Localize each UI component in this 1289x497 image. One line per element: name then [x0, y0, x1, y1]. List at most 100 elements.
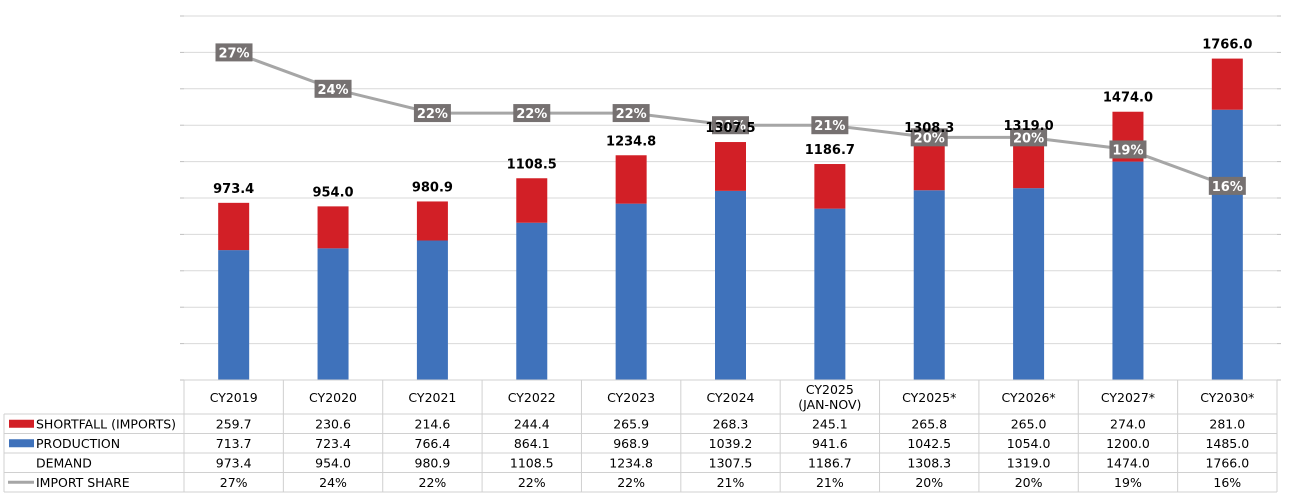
table-cell: 230.6 — [315, 416, 351, 431]
table-row-label: SHORTFALL (IMPORTS) — [36, 416, 176, 431]
demand-total-label: 1308.3 — [904, 121, 954, 136]
import-share-label: 21% — [715, 119, 746, 134]
shortfall-bar — [1013, 139, 1045, 189]
category-label: CY2030* — [1200, 390, 1254, 405]
table-cell: 22% — [419, 475, 447, 490]
import-share-label-box — [712, 116, 749, 135]
table-cell: 274.0 — [1110, 416, 1146, 431]
table-cell: 1474.0 — [1106, 455, 1150, 470]
total-label-layer: 973.4 954.0 980.9 1108.5 1234.8 1307.5 1186.7 1… — [213, 38, 1252, 201]
demand-total-label: 1474.0 — [1103, 91, 1153, 106]
table-cell: 281.0 — [1209, 416, 1245, 431]
demand-total-label: 980.9 — [412, 180, 453, 195]
import-share-label: 19% — [1112, 143, 1143, 158]
legend-swatch — [9, 419, 34, 428]
shortfall-bar — [913, 141, 945, 191]
category-label: CY2019 — [210, 390, 258, 405]
import-share-label-box — [910, 128, 948, 147]
table-cell: 259.7 — [216, 416, 252, 431]
category-label: CY2024 — [707, 390, 755, 405]
import-share-label: 22% — [516, 107, 547, 122]
table-cell: 941.6 — [812, 436, 848, 451]
import-share-label-box — [1010, 128, 1048, 147]
table-cell: 1485.0 — [1205, 436, 1249, 451]
category-label: CY2026* — [1001, 390, 1055, 405]
category-label: CY2023 — [607, 390, 655, 405]
table-cell: 21% — [717, 475, 745, 490]
table-cell: 723.4 — [315, 436, 351, 451]
table-cell: 1039.2 — [709, 436, 753, 451]
production-bar — [715, 190, 746, 380]
import-share-label-box — [314, 79, 352, 98]
production-bar — [1013, 188, 1045, 380]
demand-total-label: 1234.8 — [606, 134, 656, 149]
import-share-label: 27% — [218, 46, 249, 61]
table-cell: 1766.0 — [1205, 455, 1249, 470]
table-cell: 713.7 — [216, 436, 252, 451]
table-cell: 22% — [518, 475, 546, 490]
import-share-label: 16% — [1212, 180, 1243, 195]
import-share-label-box — [413, 104, 451, 123]
import-share-label: 20% — [914, 131, 945, 146]
table-cell: 245.1 — [812, 416, 848, 431]
table-row-label: PRODUCTION — [36, 436, 120, 451]
import-share-label-box — [612, 104, 650, 123]
category-label: (JAN-NOV) — [798, 397, 861, 412]
table-cell: 1308.3 — [907, 455, 951, 470]
demand-total-label: 973.4 — [213, 182, 254, 197]
demand-total-label: 1319.0 — [1004, 119, 1054, 134]
import-share-label-box — [811, 116, 849, 135]
production-bar — [1112, 161, 1144, 380]
demand-total-label: 954.0 — [312, 185, 353, 200]
production-bar — [913, 190, 945, 380]
table-cell: 27% — [220, 475, 248, 490]
table-cell: 22% — [617, 475, 645, 490]
table-cell: 1186.7 — [808, 455, 852, 470]
table-cell: 20% — [1015, 475, 1043, 490]
demand-total-label: 1307.5 — [705, 121, 755, 136]
import-share-label: 22% — [417, 107, 448, 122]
shortfall-bar — [218, 202, 250, 251]
bar-layer — [218, 58, 1243, 380]
production-bar — [1211, 109, 1243, 380]
table-cell: 954.0 — [315, 455, 351, 470]
category-label: CY2022 — [508, 390, 556, 405]
table-cell: 19% — [1114, 475, 1142, 490]
table-cell: 16% — [1213, 475, 1241, 490]
shortfall-bar — [516, 178, 548, 223]
import-share-label: 20% — [1013, 131, 1044, 146]
demand-total-label: 1186.7 — [805, 143, 855, 158]
category-label: CY2020 — [309, 390, 357, 405]
category-label: CY2025 — [806, 382, 854, 397]
shortfall-bar — [1211, 58, 1243, 110]
import-share-label-box — [1208, 176, 1246, 195]
shortfall-bar — [715, 142, 746, 191]
production-bar — [218, 250, 250, 380]
production-bar — [416, 240, 448, 380]
table-row-label: IMPORT SHARE — [36, 475, 130, 490]
table-cell: 1042.5 — [907, 436, 951, 451]
table-cell: 1319.0 — [1007, 455, 1051, 470]
production-bar — [516, 222, 548, 380]
table-cell: 214.6 — [415, 416, 451, 431]
import-share-label: 21% — [814, 119, 845, 134]
table-cell: 1054.0 — [1007, 436, 1051, 451]
shortfall-bar — [615, 155, 647, 204]
import-share-line-layer: 27% 24% 22% 22% 22% 21% 21% 20% 20% 19% 16% — [215, 43, 1246, 195]
table-cell: 20% — [915, 475, 943, 490]
table-cell: 244.4 — [514, 416, 550, 431]
data-table: CY2019 CY2020 CY2021 CY2022 CY2023 CY2024 CY20… — [3, 379, 1278, 493]
table-cell: 265.0 — [1011, 416, 1047, 431]
production-bar — [615, 203, 647, 380]
import-share-label-box — [1109, 140, 1147, 159]
table-cell: 265.8 — [911, 416, 947, 431]
table-cell: 980.9 — [415, 455, 451, 470]
shortfall-bar — [814, 164, 846, 209]
table-cell: 1307.5 — [709, 455, 753, 470]
import-share-label: 22% — [616, 107, 647, 122]
table-cell: 268.3 — [713, 416, 749, 431]
category-label: CY2025* — [902, 390, 956, 405]
table-row-label: DEMAND — [36, 455, 92, 470]
table-cell: 973.4 — [216, 455, 252, 470]
production-bar — [814, 208, 846, 380]
